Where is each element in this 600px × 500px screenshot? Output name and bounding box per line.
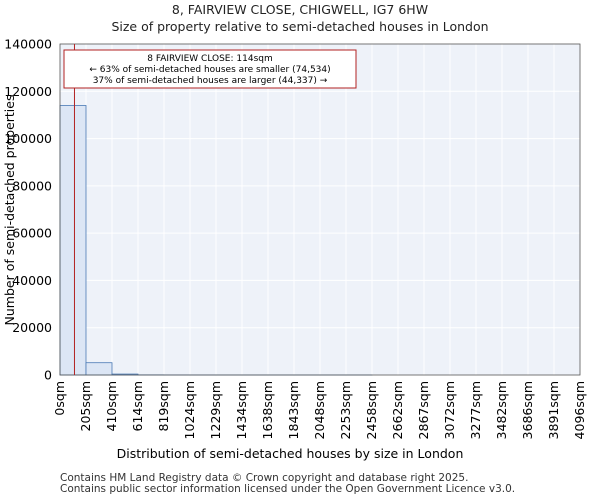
footer-line-1: Contains HM Land Registry data © Crown c… <box>60 472 469 484</box>
y-tick-label-4: 80000 <box>12 178 52 193</box>
grid <box>59 43 581 376</box>
x-tick-label-17: 3482sqm <box>494 381 509 439</box>
x-tick-label-0: 0sqm <box>52 381 67 416</box>
x-tick-label-10: 2048sqm <box>312 381 327 439</box>
bar-0sqm <box>59 105 87 376</box>
x-tick-label-15: 3072sqm <box>442 381 457 439</box>
y-tick-labels: 0 20000 40000 60000 80000 100000 120000 140000 <box>4 37 52 383</box>
y-tick-label-5: 100000 <box>4 131 52 146</box>
x-tick-labels: 0sqm 205sqm 410sqm 614sqm 819sqm 1024sqm 1229s… <box>52 381 587 439</box>
x-tick-label-19: 3891sqm <box>546 381 561 439</box>
y-tick-label-6: 120000 <box>4 84 52 99</box>
annotation-line-3: 37% of semi-detached houses are larger (… <box>93 76 328 86</box>
y-tick-label-1: 20000 <box>12 320 52 335</box>
x-tick-label-7: 1434sqm <box>234 381 249 439</box>
footer: Contains HM Land Registry data © Crown c… <box>60 473 515 495</box>
x-axis-label: Distribution of semi-detached houses by … <box>117 446 464 461</box>
x-tick-label-4: 819sqm <box>156 381 171 431</box>
annotation-line-2: ← 63% of semi-detached houses are smalle… <box>89 65 330 75</box>
x-tick-label-14: 2867sqm <box>416 381 431 439</box>
annotation-frame <box>63 49 357 89</box>
x-tick-label-5: 1024sqm <box>182 381 197 439</box>
y-tick-label-2: 40000 <box>12 273 52 288</box>
footer-line-2: Contains public sector information licen… <box>60 483 516 495</box>
x-tick-label-6: 1229sqm <box>208 381 223 439</box>
x-tick-label-16: 3277sqm <box>468 381 483 439</box>
annotation-line-1: 8 FAIRVIEW CLOSE: 114sqm <box>147 54 272 64</box>
x-tick-label-12: 2458sqm <box>364 381 379 439</box>
y-tick-label-7: 140000 <box>4 37 52 52</box>
y-axis-label: Number of semi-detached properties <box>2 95 17 326</box>
annotation-box: 8 FAIRVIEW CLOSE: 114sqm ← 63% of semi-d… <box>63 49 357 89</box>
x-tick-label-20: 4096sqm <box>572 381 587 439</box>
x-tick-label-11: 2253sqm <box>338 381 353 439</box>
x-tick-label-13: 2662sqm <box>390 381 405 439</box>
plot-frame <box>59 43 581 376</box>
bars <box>59 105 373 376</box>
bar-205sqm <box>85 362 113 376</box>
chart-title: 8, FAIRVIEW CLOSE, CHIGWELL, IG7 6HW <box>172 2 428 17</box>
x-tick-label-8: 1638sqm <box>260 381 275 439</box>
x-tick-label-2: 410sqm <box>104 381 119 431</box>
chart-subtitle: Size of property relative to semi-detach… <box>111 19 488 34</box>
y-tick-label-0: 0 <box>44 368 52 383</box>
x-tick-label-1: 205sqm <box>78 381 93 431</box>
x-tick-label-18: 3686sqm <box>520 381 535 439</box>
x-tick-label-3: 614sqm <box>130 381 145 431</box>
x-tick-label-9: 1843sqm <box>286 381 301 439</box>
y-tick-label-3: 60000 <box>12 226 52 241</box>
